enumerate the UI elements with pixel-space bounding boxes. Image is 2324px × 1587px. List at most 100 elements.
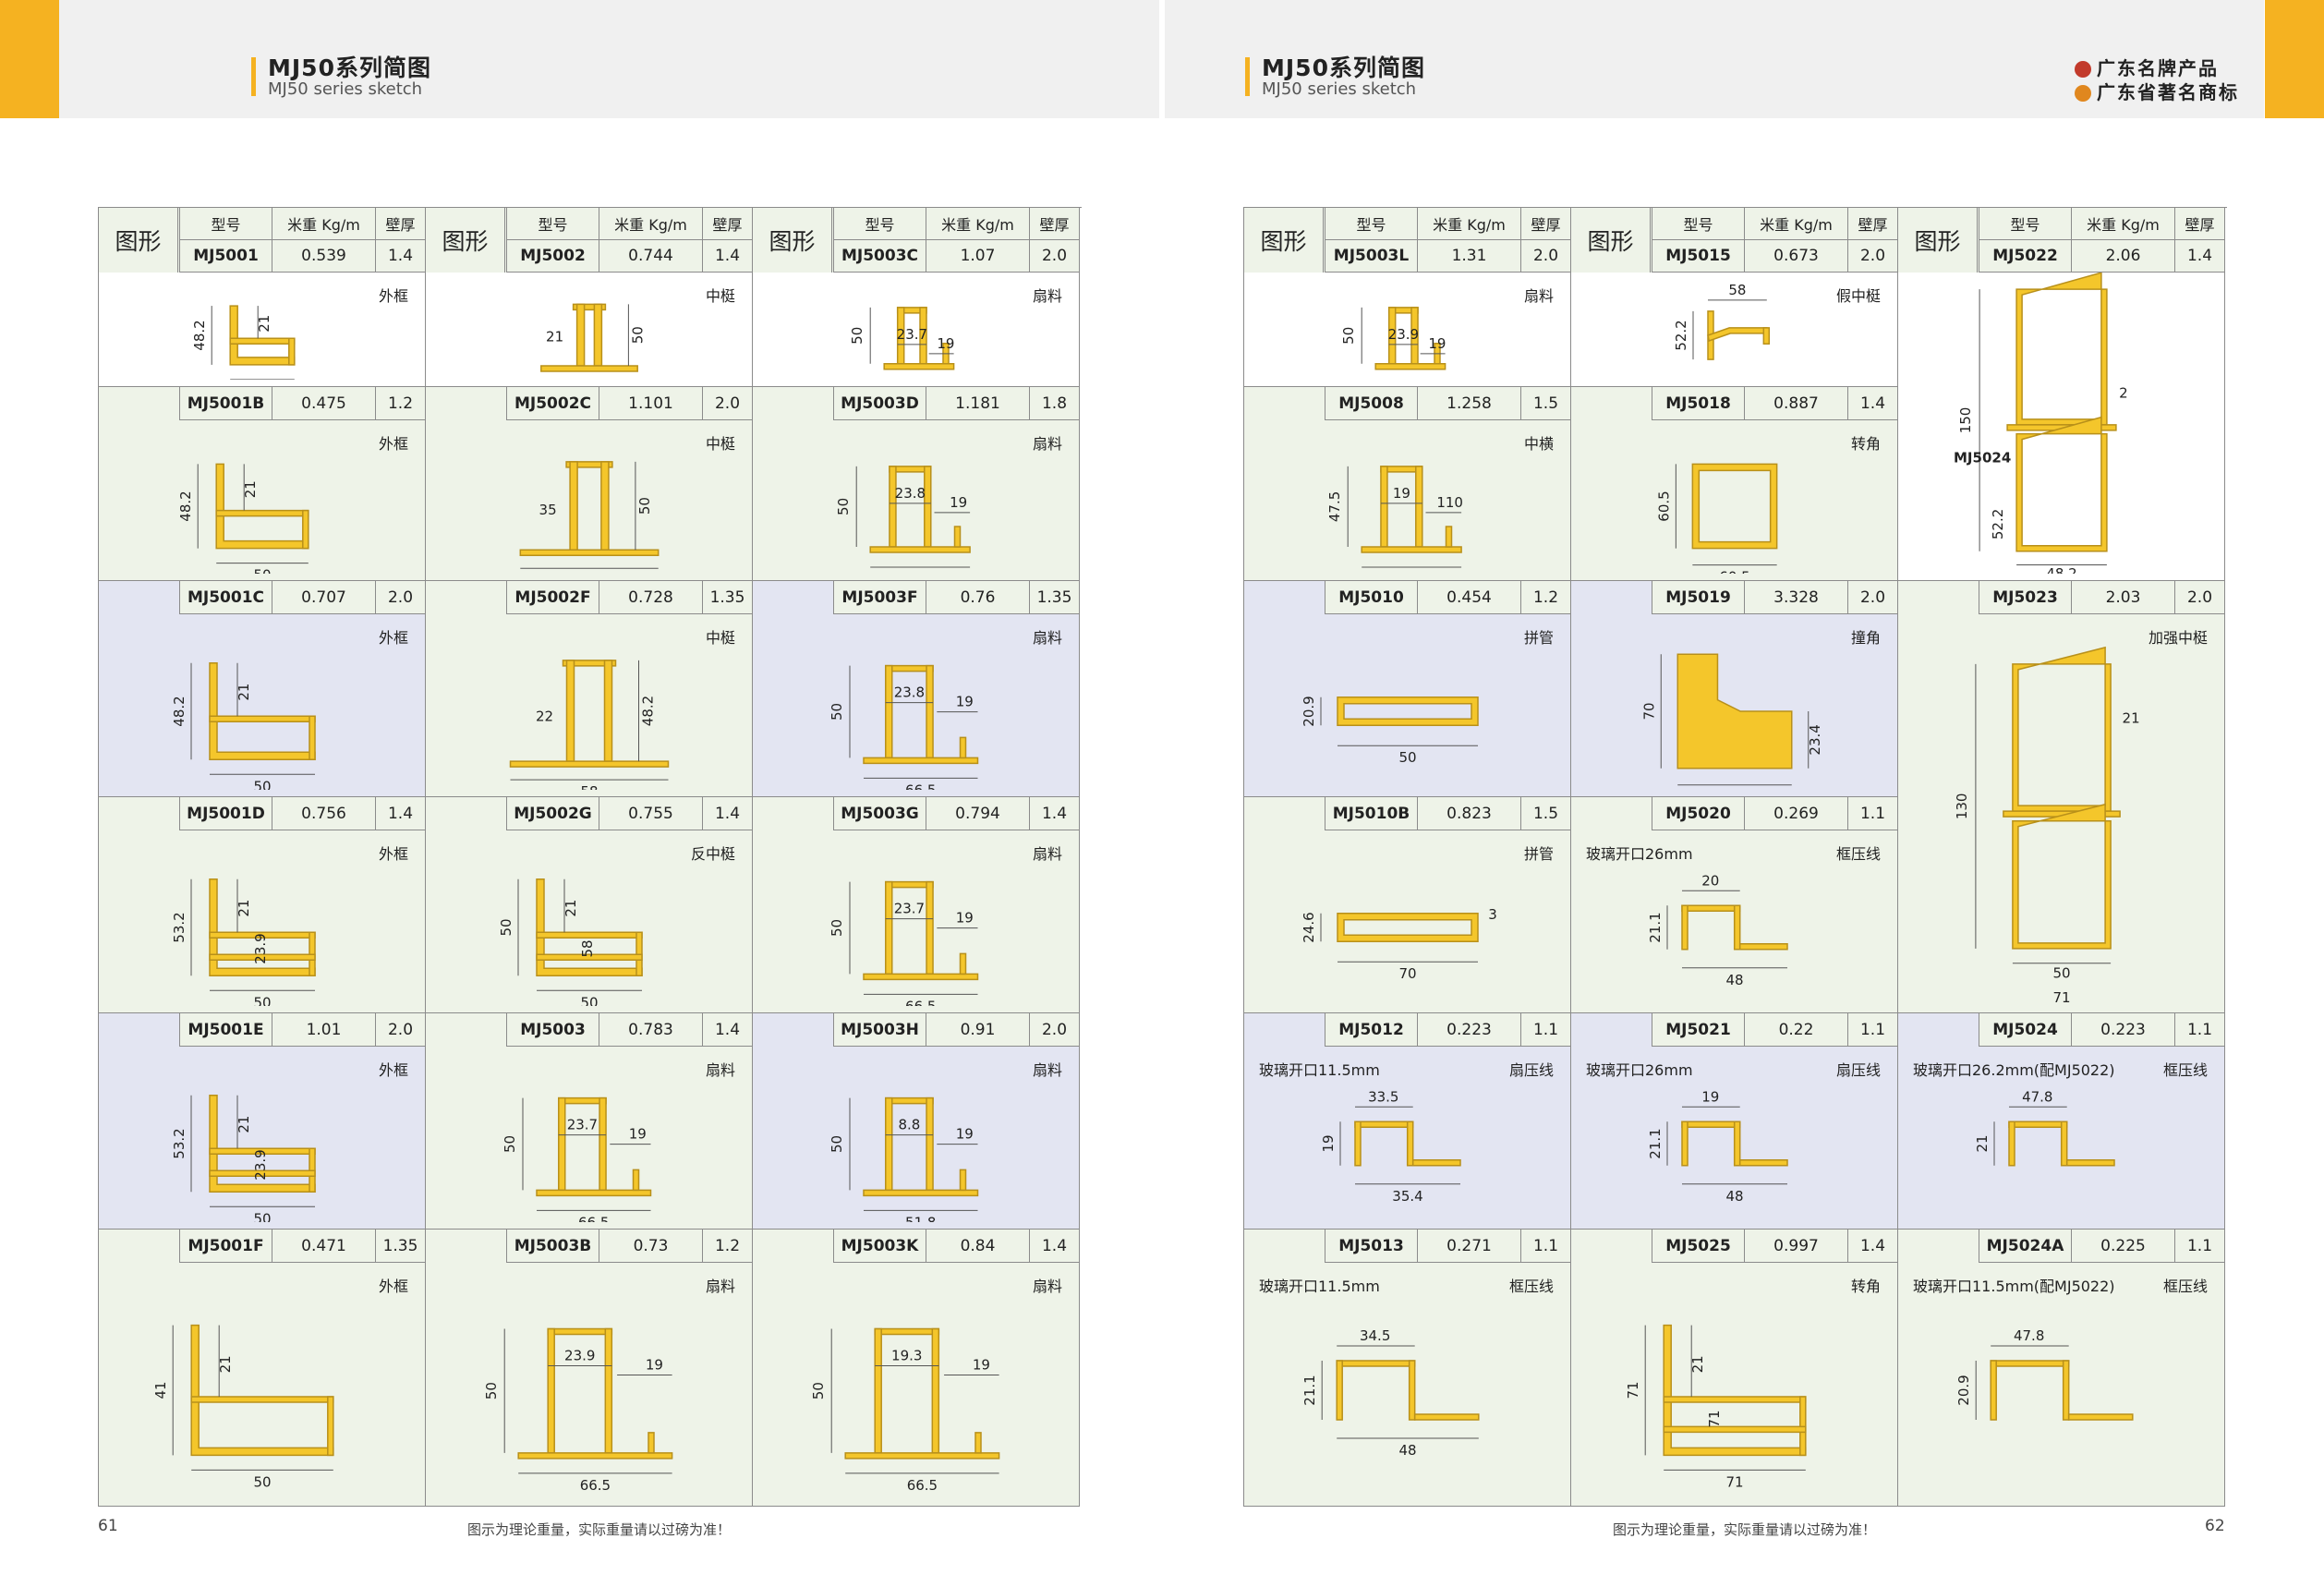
profile-type-label: 外框: [378, 845, 408, 863]
profile-shape: [593, 303, 603, 367]
dimension-label: 50: [1340, 327, 1357, 345]
thickness-value: 1.4: [702, 1013, 752, 1046]
profile-shape: [540, 365, 638, 372]
profile-shape: [959, 952, 967, 975]
profile-shape: [215, 509, 309, 517]
dimension-label: 21: [242, 480, 259, 498]
dimension-label: 70: [1398, 965, 1416, 982]
profile-shape: [229, 305, 296, 366]
profile-type-label: 拼管: [1523, 629, 1554, 647]
profile-shape: [874, 1327, 940, 1336]
thickness-value: 1.1: [1520, 1230, 1570, 1262]
model-code: MJ5001E: [179, 1013, 272, 1046]
glass-opening-note: 玻璃开口11.5mm: [1259, 1278, 1380, 1295]
dimension-label: 21: [2123, 710, 2140, 727]
profile-cell: MJ5001E 1.01 2.0 外框 53.2 21 50 23.9: [99, 1013, 426, 1230]
profile-cell: MJ5024 0.223 1.1 框压线 玻璃开口26.2mm(配MJ5022) 47.8…: [1898, 1013, 2225, 1230]
dimension-label: 50: [829, 1135, 845, 1153]
spec-table: MJ5003K 0.84 1.4: [833, 1230, 1079, 1263]
profile-type-label: 框压线: [2162, 1061, 2208, 1079]
profile-shape: [1445, 526, 1453, 548]
page-subtitle: MJ50 series sketch: [268, 79, 423, 99]
profile-shape: [309, 715, 316, 760]
brand-line-1: 广东名牌产品: [2075, 54, 2219, 80]
thickness-value: 1.4: [375, 797, 425, 830]
profile-shape: [536, 953, 643, 962]
profile-shape: [302, 509, 309, 550]
profile-cell: MJ5003K 0.84 1.4 扇料 50 19.3 19 66.5: [753, 1230, 1080, 1507]
dimension-label: 48: [1398, 1442, 1416, 1459]
dimension-label: 71: [1706, 1410, 1723, 1427]
spec-table: MJ5003B 0.73 1.2: [506, 1230, 752, 1263]
spec-table: 型号 米重 Kg/m 壁厚 MJ5002 0.744 1.4: [506, 208, 752, 273]
profile-shape: [1738, 1159, 1788, 1167]
glass-opening-note: 玻璃开口26mm: [1586, 1061, 1693, 1079]
spec-table: MJ5003 0.783 1.4: [506, 1013, 752, 1047]
profile-shape: [1738, 943, 1788, 951]
weight-value: 0.673: [1744, 240, 1847, 273]
profile-shape: [1990, 1360, 2070, 1367]
glass-opening-note: 玻璃开口11.5mm(配MJ5022): [1913, 1278, 2115, 1295]
dimension-label: 23.4: [1807, 724, 1823, 755]
dimension-label: 3: [1488, 906, 1497, 923]
spec-header: 米重 Kg/m: [599, 208, 702, 240]
profile-drawing: 50 23.8 19 85: [835, 466, 971, 574]
profile-shape: [2015, 416, 2108, 552]
model-code: MJ5002C: [506, 387, 599, 419]
profile-type-label: 中梃: [705, 435, 735, 453]
profile-shape: [2008, 1121, 2068, 1128]
weight-value: 2.03: [2071, 581, 2174, 613]
model-code: MJ5002: [506, 240, 599, 273]
profile-type-label: 扇料: [1523, 287, 1554, 305]
dimension-label: 21: [1974, 1134, 1991, 1152]
profile-shape: [1337, 697, 1479, 726]
profile-drawing: 150 2 52.2 48.2 MJ5024: [1954, 273, 2128, 574]
dimension-label: 58: [579, 939, 596, 957]
model-code: MJ5008: [1325, 387, 1417, 419]
dimension-label: 60.5: [1655, 491, 1672, 521]
profile-shape: [953, 526, 962, 548]
spec-table: MJ5024 0.223 1.1: [1979, 1013, 2224, 1047]
dimension-label: 35.4: [1392, 1188, 1422, 1205]
profile-shape: [1663, 1324, 1807, 1457]
weight-value: 1.07: [926, 240, 1029, 273]
profile-shape: [1354, 1121, 1414, 1128]
weight-value: 2.06: [2071, 240, 2174, 273]
profile-shape: [565, 660, 575, 762]
weight-value: 0.756: [272, 797, 375, 830]
profile-cell: MJ5010 0.454 1.2 拼管 20.9 50: [1244, 581, 1571, 797]
profile-shape: [1990, 1360, 1997, 1421]
figure-header: 图形: [1571, 208, 1651, 273]
dimension-label: 23.9: [1388, 326, 1419, 343]
spec-table: MJ5019 3.328 2.0: [1652, 581, 1897, 614]
model-code: MJ5023: [1979, 581, 2071, 613]
profile-drawing: 5023.91985: [1340, 307, 1446, 370]
profile-shape: [2008, 1121, 2015, 1167]
thickness-value: 2.0: [702, 387, 752, 419]
profile-shape: [2012, 803, 2112, 950]
spec-header: 壁厚: [1029, 208, 1079, 240]
inner-part-label: MJ5024: [1954, 449, 2011, 466]
profile-shape: [536, 878, 643, 976]
model-code: MJ5001C: [179, 581, 272, 613]
profile-type-label: 加强中梃: [2148, 629, 2208, 647]
thickness-value: 1.2: [375, 387, 425, 419]
model-code: MJ5021: [1652, 1013, 1744, 1046]
spec-table: MJ5001B 0.475 1.2: [179, 387, 425, 420]
spec-table: MJ5001F 0.471 1.35: [179, 1230, 425, 1263]
profile-drawing: 53.2 21 50 23.9: [171, 878, 316, 1006]
weight-value: 0.76: [926, 581, 1029, 613]
profile-type-label: 外框: [378, 1278, 408, 1295]
spec-table: MJ5021 0.22 1.1: [1652, 1013, 1897, 1047]
model-code: MJ5001F: [179, 1230, 272, 1262]
profile-cell: MJ5001D 0.756 1.4 外框 53.2 21 50 23.9: [99, 797, 426, 1013]
glass-opening-note: 玻璃开口26.2mm(配MJ5022): [1913, 1061, 2115, 1079]
model-code: MJ5013: [1325, 1230, 1417, 1262]
profile-cell: MJ5010B 0.823 1.5 拼管 24.6 70 3: [1244, 797, 1571, 1013]
page-number: 62: [2205, 1517, 2225, 1535]
spec-table: MJ5003G 0.794 1.4: [833, 797, 1079, 830]
weight-value: 0.471: [272, 1230, 375, 1262]
footnote: 图示为理论重量，实际重量请以过磅为准！: [467, 1521, 732, 1538]
dimension-label: 19.3: [891, 1347, 922, 1363]
